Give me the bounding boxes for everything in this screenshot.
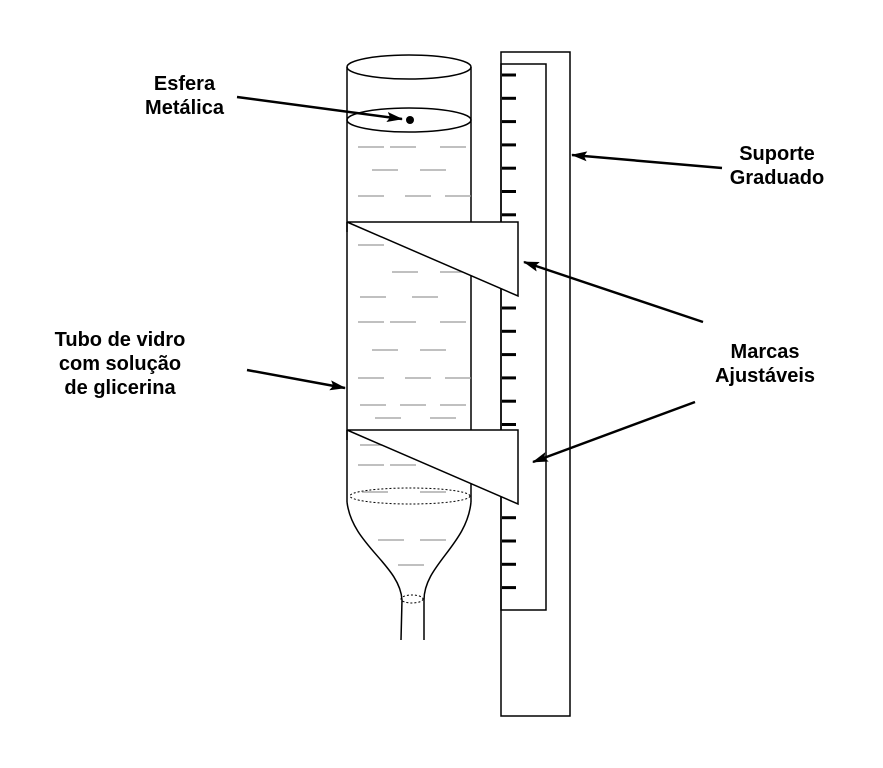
graduated-support [500, 51, 571, 717]
scale-ticks [502, 73, 516, 590]
funnel-rim [349, 487, 471, 505]
label-sphere-line-2: Metálica [145, 97, 224, 119]
funnel-neck-ring [400, 594, 424, 604]
label-sphere: Esfera Metálica [112, 72, 257, 120]
label-sphere-line-1: Esfera [153, 73, 216, 95]
arrow-tube [246, 368, 346, 391]
support-inner-frame [500, 63, 547, 611]
label-tube-line-3: de glicerina [64, 377, 176, 399]
label-marks: Marcas Ajustáveis [690, 340, 840, 388]
label-tube-line-2: com solução [58, 353, 182, 375]
arrow-sphere [236, 95, 403, 122]
arrow-support [571, 151, 723, 170]
arrow-mark-upper [523, 260, 704, 324]
support-outer-frame [500, 51, 571, 717]
liquid-surface [346, 107, 472, 133]
arrow-mark-lower [532, 400, 696, 464]
adjustable-marks [346, 221, 519, 506]
label-marks-line-2: Ajustáveis [714, 365, 816, 387]
adjustable-mark-upper [346, 221, 519, 298]
label-tube-line-1: Tubo de vidro [54, 329, 186, 351]
label-support-line-1: Suporte [739, 143, 815, 165]
tube-top-opening [346, 54, 472, 80]
glass-tube [346, 54, 472, 641]
metal-sphere [406, 116, 414, 124]
adjustable-mark-lower [346, 429, 519, 506]
label-support: Suporte Graduado [712, 142, 842, 190]
label-marks-line-1: Marcas [730, 341, 800, 363]
tube-funnel [346, 501, 472, 641]
label-tube: Tubo de vidro com solução de glicerina [20, 328, 220, 400]
glycerin-solution [358, 146, 471, 566]
label-support-line-2: Graduado [729, 167, 825, 189]
